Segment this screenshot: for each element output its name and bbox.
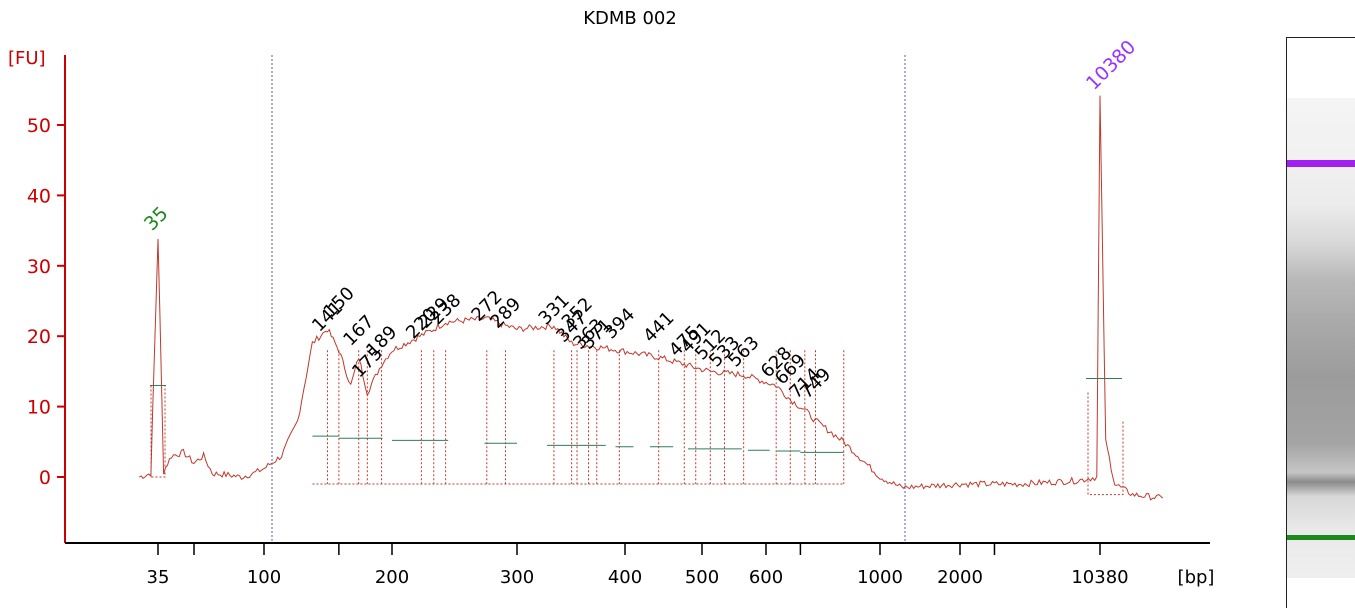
y-tick-label: 40 [27,185,51,207]
x-axis: 35 100 200 300 400 500 600 1000 2000 10380 [bp] [65,542,1215,588]
chart-title: KDMB 002 [583,8,677,29]
gel-lower-marker-band [1287,535,1355,540]
y-tick-label: 30 [27,256,51,278]
x-tick-label: 600 [749,567,783,588]
y-tick-label: 20 [27,326,51,348]
trace-layer [139,95,1164,501]
marker-peak-label: 35 [140,203,173,236]
gel-image [1286,37,1355,608]
x-tick-label: 200 [375,567,409,588]
trace-line [139,95,1164,501]
gel-upper-marker-band [1287,160,1355,167]
grid-lines [271,55,906,543]
x-tick-label: 100 [247,567,281,588]
marker-peak-label: 10380 [1082,36,1140,94]
x-tick-label: 300 [500,567,534,588]
x-axis-label: [bp] [1178,567,1215,588]
electropherogram-plot: [FU] 0 10 20 30 40 50 35 100 200 300 400 500 600 1000… [8,36,1215,588]
peak-region [150,385,166,478]
gel-lane [1287,98,1355,578]
x-tick-label: 10380 [1071,567,1128,588]
y-axis: [FU] 0 10 20 30 40 50 [8,48,66,543]
y-tick-label: 50 [27,115,51,137]
x-tick-label: 2000 [937,567,983,588]
y-tick-label: 10 [27,397,51,419]
x-tick-label: 1000 [857,567,903,588]
x-tick-label: 35 [147,567,170,588]
x-tick-label: 400 [608,567,642,588]
y-axis-label: [FU] [8,48,46,69]
y-tick-label: 0 [39,467,51,489]
x-tick-label: 500 [685,567,719,588]
peak-regions [150,350,1124,496]
